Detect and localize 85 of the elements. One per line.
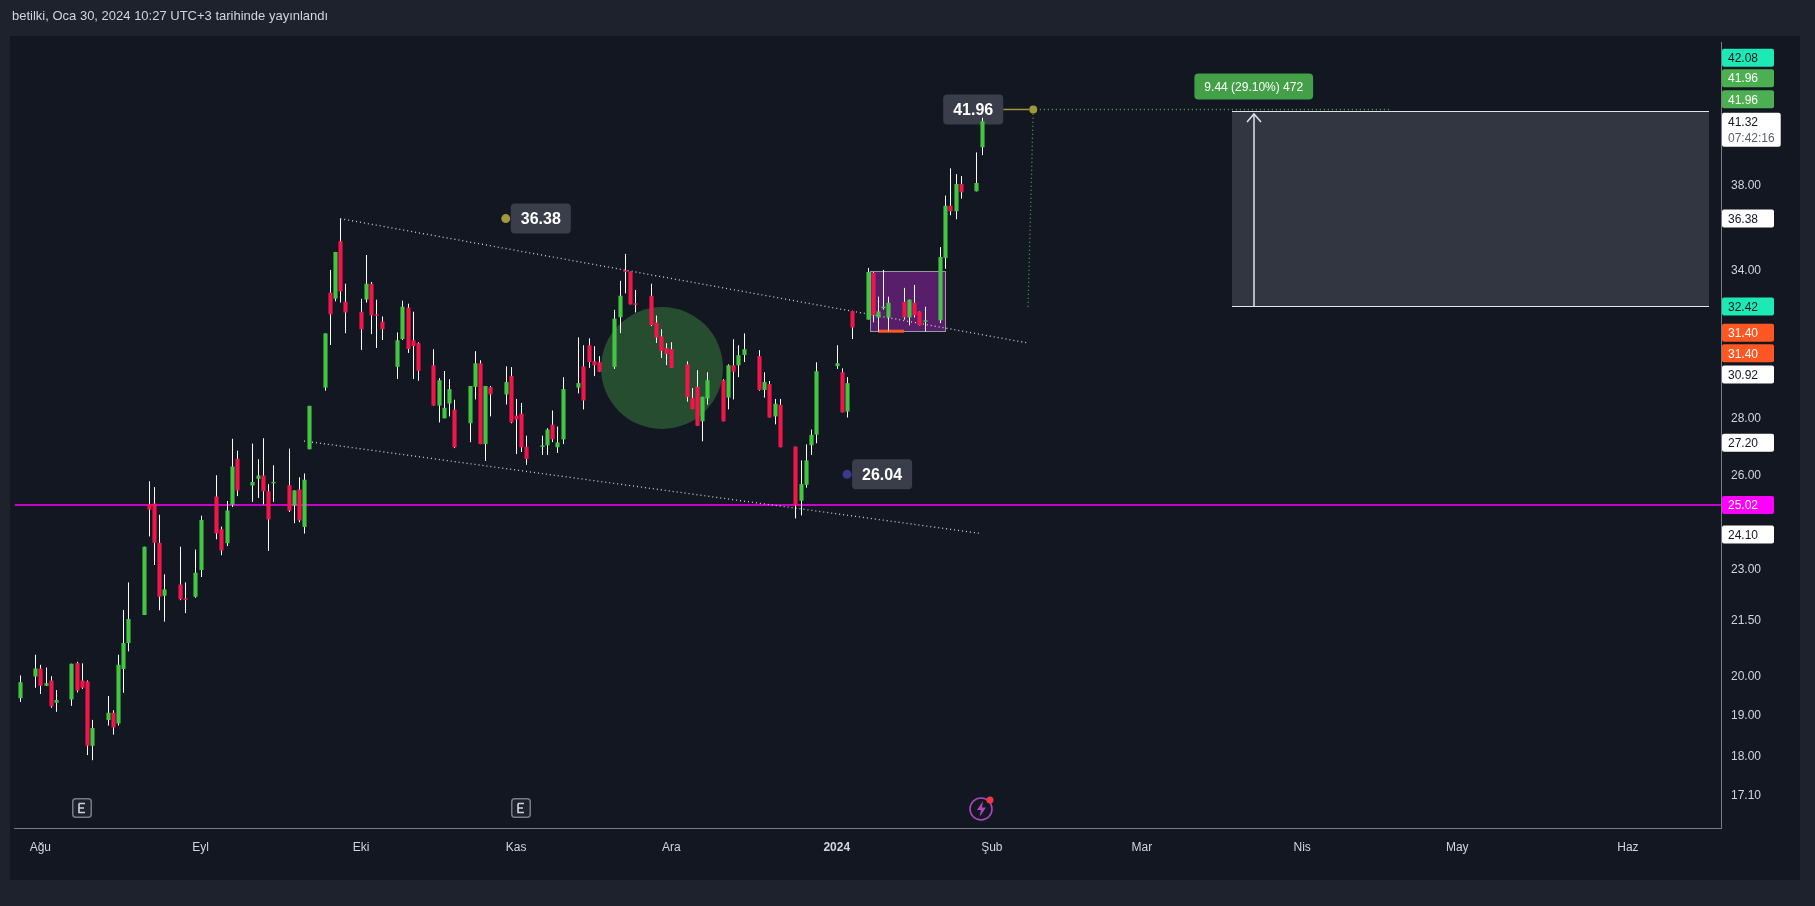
candlestick: [623, 253, 628, 294]
text: 32.42: [1728, 299, 1759, 314]
candlestick: [948, 167, 953, 216]
candlestick: [250, 443, 255, 503]
text: 41.96: [1728, 92, 1759, 107]
candlestick: [442, 370, 447, 419]
candlestick: [328, 269, 333, 346]
candlestick: [364, 254, 369, 304]
x-tick-label: Mar: [1131, 839, 1153, 854]
candlestick: [488, 385, 493, 417]
candlestick: [18, 674, 23, 703]
candlestick: [731, 338, 736, 400]
text: 31.40: [1728, 325, 1759, 340]
candlestick: [762, 371, 767, 399]
candlestick: [923, 306, 928, 332]
x-tick-label: Kas: [505, 839, 527, 854]
candlestick: [447, 378, 452, 417]
candlestick: [111, 709, 116, 736]
candlestick: [959, 175, 964, 200]
text: 41.96: [1728, 71, 1759, 86]
candlestick: [261, 437, 266, 505]
text: 24.10: [1728, 527, 1759, 542]
data-label: 26.04: [862, 465, 903, 483]
y-tick-label: 19.00: [1731, 707, 1762, 722]
text: 27.20: [1728, 436, 1759, 451]
candlestick: [736, 344, 741, 378]
candlestick: [162, 573, 167, 623]
x-tick-label: Ağu: [29, 839, 52, 854]
annotation: 9.44 (29.10%) 472: [1204, 79, 1304, 94]
x-tick-label: Haz: [1617, 839, 1639, 854]
candlestick: [359, 298, 364, 351]
chart-title: betilki, Oca 30, 2024 10:27 UTC+3 tarihinde yayınlandı: [12, 8, 329, 23]
text: 36.38: [1728, 211, 1759, 226]
annotation: 41.96: [953, 100, 994, 118]
text: 30.92: [1728, 367, 1759, 382]
data-label: 36.38: [520, 210, 561, 228]
text: 41.32 07:42:16: [1728, 115, 1776, 146]
y-tick-label: 23.00: [1731, 561, 1762, 576]
ref-line-label: 25.02: [1728, 498, 1759, 513]
candlestick: [835, 344, 840, 370]
candlestick: [550, 409, 555, 443]
candlestick: [343, 283, 348, 334]
y-tick-label: 26.00: [1731, 467, 1762, 482]
candlestick: [907, 299, 912, 326]
candlestick: [618, 280, 623, 334]
candlestick: [545, 427, 550, 456]
candlestick: [126, 581, 131, 652]
candlestick: [106, 695, 111, 727]
candlestick: [742, 332, 747, 363]
text: 42.08: [1728, 51, 1759, 66]
candlestick: [380, 316, 385, 341]
x-tick-label: Eki: [352, 839, 370, 854]
candlestick: [540, 435, 545, 456]
text: 31.40: [1728, 346, 1759, 361]
candlestick: [54, 689, 59, 713]
y-tick-label: 28.00: [1731, 411, 1762, 426]
y-tick-label: 38.00: [1731, 177, 1762, 192]
x-tick-label: Şub: [981, 839, 1003, 854]
candlestick: [850, 310, 855, 340]
candlestick: [809, 429, 814, 456]
candlestick: [773, 398, 778, 425]
x-tick-label: Eyl: [192, 839, 209, 854]
candlestick: [555, 426, 560, 454]
candlestick: [38, 664, 43, 695]
candlestick: [974, 151, 979, 192]
y-tick-label: 18.00: [1731, 749, 1762, 764]
candlestick: [902, 287, 907, 321]
candlestick: [44, 666, 49, 687]
y-tick-label: 21.50: [1731, 613, 1762, 628]
x-tick-label: Ara: [661, 839, 681, 854]
candlestick: [256, 458, 261, 499]
candlestick: [292, 489, 297, 524]
x-tick-label: 2024: [823, 839, 851, 854]
y-tick-label: 34.00: [1731, 262, 1762, 277]
point: [842, 469, 852, 479]
y-tick-label: 17.10: [1731, 788, 1762, 803]
x-tick-label: Nis: [1293, 839, 1311, 854]
candlestick: [504, 365, 509, 406]
candlestick: [33, 654, 38, 689]
candlestick: [524, 435, 529, 466]
y-tick-label: 20.00: [1731, 668, 1762, 683]
x-tick-label: May: [1445, 839, 1469, 854]
candlestick: [876, 296, 881, 332]
candlestick: [90, 719, 95, 761]
candlestick: [576, 336, 581, 394]
